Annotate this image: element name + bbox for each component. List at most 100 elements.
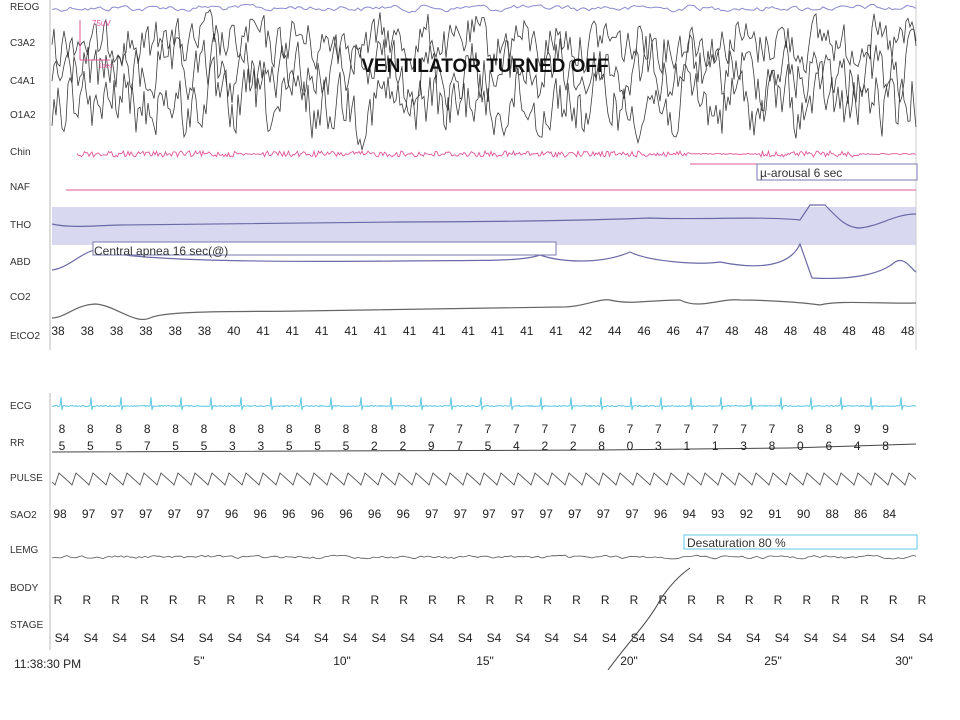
time-axis-ticks: 5" 10" 15" 20" 25" 30": [194, 654, 913, 668]
channel-label-sao2: SAO2: [10, 510, 37, 521]
rr-value-bottom: 7: [144, 439, 151, 453]
wave-co2: [51, 299, 917, 320]
stage-value: S4: [659, 631, 674, 645]
sao2-value: 97: [625, 507, 639, 521]
channel-label-c3a2: C3A2: [10, 38, 35, 49]
sao2-value: 92: [740, 507, 754, 521]
etco2-value: 48: [842, 324, 856, 338]
rr-value-top: 7: [627, 422, 634, 436]
rr-value-bottom: 4: [513, 439, 520, 453]
stage-value: S4: [429, 631, 444, 645]
channel-label-tho: THO: [10, 220, 31, 231]
stage-value: S4: [573, 631, 588, 645]
etco2-value: 41: [374, 324, 388, 338]
sao2-value: 97: [597, 507, 611, 521]
body-value: R: [370, 593, 379, 607]
sao2-value: 88: [826, 507, 840, 521]
desaturation-box: [683, 534, 918, 550]
stage-value: S4: [775, 631, 790, 645]
channel-label-c4a1: C4A1: [10, 76, 35, 87]
wave-chin: [76, 149, 916, 159]
body-value: R: [889, 593, 898, 607]
sao2-value: 91: [768, 507, 782, 521]
sao2-value: 97: [540, 507, 554, 521]
rr-value-bottom: 5: [314, 439, 321, 453]
time-tick-label: 5": [194, 654, 205, 668]
rr-value-top: 8: [314, 422, 321, 436]
wave-tho: [51, 204, 917, 229]
rr-values: 8 5 8 5 8 5 8 7 8 5 8 5 8 3 8 3 8 5 8 5 8 5 8 2 8 2 7 9 7 7 7 5 7 4 7 2 7 2 6 8…: [59, 422, 890, 453]
rr-value-top: 7: [570, 422, 577, 436]
stage-value: S4: [717, 631, 732, 645]
stage-values: S4 S4 S4 S4 S4 S4 S4 S4 S4 S4 S4 S4 S4 S4 S4 S4 S4 S4 S4 S4…: [55, 631, 934, 645]
etco2-value: 41: [344, 324, 358, 338]
rr-value-bottom: 0: [627, 439, 634, 453]
etco2-value: 48: [872, 324, 886, 338]
body-value: R: [543, 593, 552, 607]
stage-value: S4: [544, 631, 559, 645]
rr-value-bottom: 1: [683, 439, 690, 453]
body-value: R: [313, 593, 322, 607]
time-tick-label: 30": [895, 654, 913, 668]
etco2-value: 38: [110, 324, 124, 338]
stage-value: S4: [832, 631, 847, 645]
channel-label-etco2: EtCO2: [10, 331, 40, 342]
channel-label-reog: REOG: [10, 2, 40, 13]
rr-value-bottom: 2: [399, 439, 406, 453]
rr-value-top: 8: [87, 422, 94, 436]
body-value: R: [140, 593, 149, 607]
wave-eeg-1: [51, 8, 917, 75]
time-tick-label: 15": [476, 654, 494, 668]
sao2-value: 96: [311, 507, 325, 521]
etco2-value: 38: [81, 324, 95, 338]
rr-value-top: 7: [655, 422, 662, 436]
body-value: R: [774, 593, 783, 607]
etco2-value: 40: [227, 324, 241, 338]
etco2-value: 41: [432, 324, 446, 338]
stage-value: S4: [458, 631, 473, 645]
body-value: R: [255, 593, 264, 607]
channel-label-chin: Chin: [10, 147, 31, 158]
stage-value: S4: [112, 631, 127, 645]
body-value: R: [630, 593, 639, 607]
rr-value-bottom: 5: [59, 439, 66, 453]
etco2-value: 38: [51, 324, 65, 338]
time-tick-label: 20": [620, 654, 638, 668]
sao2-value: 97: [111, 507, 125, 521]
rr-value-top: 8: [286, 422, 293, 436]
etco2-value: 41: [315, 324, 329, 338]
etco2-value: 38: [139, 324, 153, 338]
apnea-label: Central apnea 16 sec(@): [94, 244, 228, 258]
rr-value-bottom: 2: [371, 439, 378, 453]
rr-value-bottom: 3: [229, 439, 236, 453]
sao2-value: 97: [511, 507, 525, 521]
rr-value-top: 9: [854, 422, 861, 436]
sao2-value: 97: [482, 507, 496, 521]
body-value: R: [572, 593, 581, 607]
body-value: R: [226, 593, 235, 607]
etco2-value: 41: [403, 324, 417, 338]
channel-label-co2: CO2: [10, 292, 31, 303]
body-value: R: [82, 593, 91, 607]
body-value: R: [658, 593, 667, 607]
sao2-value: 96: [225, 507, 239, 521]
etco2-value: 41: [286, 324, 300, 338]
rr-value-top: 7: [683, 422, 690, 436]
rr-value-bottom: 5: [87, 439, 94, 453]
sao2-value: 96: [282, 507, 296, 521]
rr-value-bottom: 5: [286, 439, 293, 453]
sao2-values: 98 97 97 97 97 97 96 96 96 96 96 96 96 97 97 97 97 97 97 97…: [53, 507, 896, 521]
rr-value-top: 8: [115, 422, 122, 436]
wave-reog: [51, 3, 917, 14]
rr-value-bottom: 5: [172, 439, 179, 453]
calibration-marker: 75uV 1sec: [79, 19, 113, 70]
rr-value-top: 7: [513, 422, 520, 436]
rr-value-top: 8: [172, 422, 179, 436]
stage-value: S4: [199, 631, 214, 645]
etco2-value: 48: [901, 324, 915, 338]
channel-label-ecg: ECG: [10, 401, 32, 412]
etco2-value: 38: [198, 324, 212, 338]
sao2-value: 94: [683, 507, 697, 521]
etco2-value: 41: [491, 324, 505, 338]
rr-value-bottom: 6: [825, 439, 832, 453]
